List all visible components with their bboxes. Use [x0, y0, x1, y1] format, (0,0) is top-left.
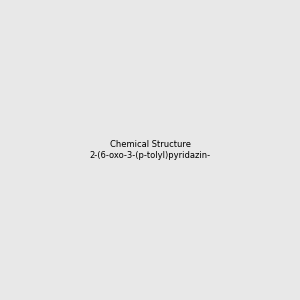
- Text: Chemical Structure
2-(6-oxo-3-(p-tolyl)pyridazin-: Chemical Structure 2-(6-oxo-3-(p-tolyl)p…: [89, 140, 211, 160]
